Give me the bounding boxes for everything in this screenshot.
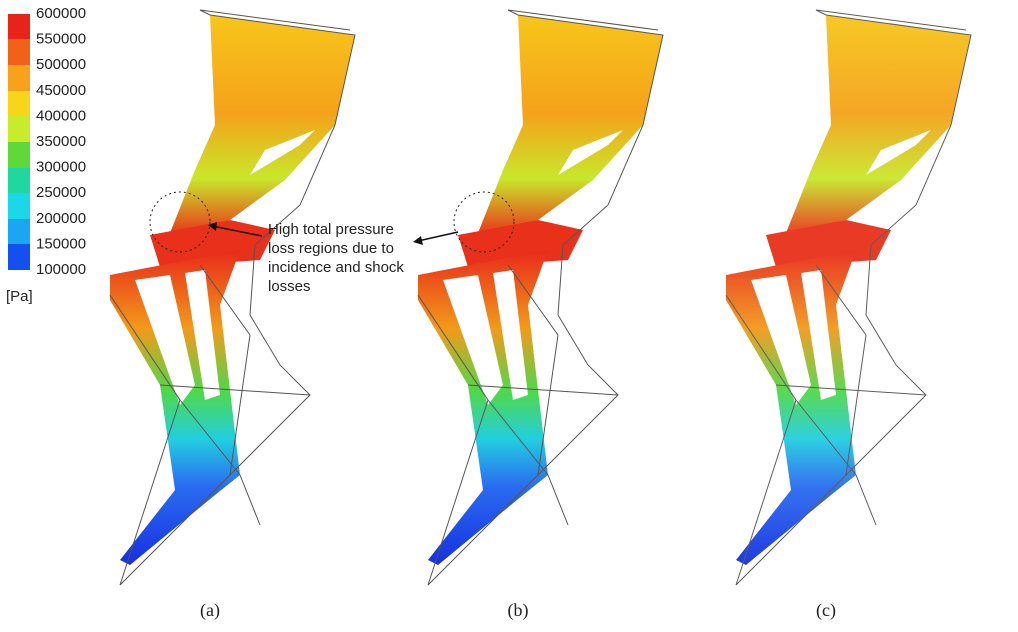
annotation-line: loss regions due to <box>268 240 394 257</box>
annotation-line: incidence and shock <box>268 259 404 276</box>
colorbar-tick-label: 450000 <box>36 82 86 99</box>
panel-label: (b) <box>508 600 529 621</box>
figure: [Pa] High total pressure loss regions du… <box>0 0 1018 632</box>
arrowhead <box>413 236 423 245</box>
panel-b <box>418 10 663 585</box>
colorbar: [Pa] <box>6 14 33 305</box>
unit: [Pa] <box>6 288 33 305</box>
colorbar-tick-label: 600000 <box>36 5 86 22</box>
panel-label: (c) <box>816 600 836 621</box>
colorbar-tick-label: 100000 <box>36 261 86 278</box>
annotation-line: High total pressure <box>268 221 394 238</box>
annotation-line: losses <box>268 278 311 295</box>
annotation: High total pressure loss regions due to … <box>268 221 404 295</box>
colorbar-tick-label: 200000 <box>36 210 86 227</box>
panel-c <box>726 10 971 585</box>
arrow <box>418 232 458 241</box>
colorbar-tick-label: 300000 <box>36 159 86 176</box>
panel-label: (a) <box>200 600 220 621</box>
colorbar-tick-label: 350000 <box>36 133 86 150</box>
panel-a <box>110 10 355 585</box>
colorbar-tick-label: 250000 <box>36 184 86 201</box>
colorbar-tick-label: 500000 <box>36 56 86 73</box>
colorbar-tick-label: 150000 <box>36 235 86 252</box>
colorbar-tick-label: 400000 <box>36 107 86 124</box>
colorbar-tick-label: 550000 <box>36 31 86 48</box>
